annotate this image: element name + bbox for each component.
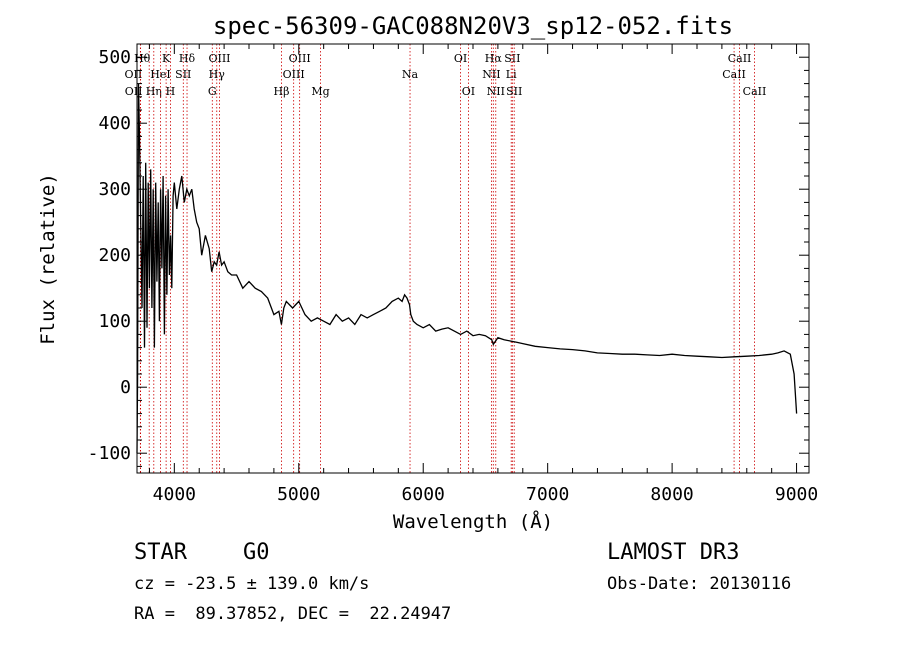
spectrum-chart: spec-56309-GAC088N20V3_sp12-052.fits OII… bbox=[37, 12, 818, 533]
line-label-19: NII bbox=[482, 68, 500, 81]
y-tick-label-400: 400 bbox=[98, 113, 131, 134]
line-label-25: CaII bbox=[722, 68, 746, 81]
line-label-12: Hβ bbox=[274, 85, 290, 98]
y-tick-label-200: 200 bbox=[98, 245, 131, 266]
observation-date: Obs-Date: 20130116 bbox=[607, 574, 792, 594]
line-label-14: OIII bbox=[289, 52, 311, 65]
redshift-velocity: cz = -23.5 ± 139.0 km/s bbox=[134, 574, 370, 594]
line-label-9: G bbox=[208, 85, 217, 98]
spectrum-line bbox=[136, 83, 798, 454]
line-label-5: K bbox=[162, 52, 171, 65]
x-tick-label-5000: 5000 bbox=[277, 484, 320, 505]
line-label-26: CaII bbox=[728, 52, 752, 65]
line-label-23: SII bbox=[504, 52, 520, 65]
line-label-0: OII bbox=[125, 68, 143, 81]
y-tick-label-500: 500 bbox=[98, 47, 131, 68]
line-label-6: H bbox=[166, 85, 176, 98]
y-tick-label-100: 100 bbox=[98, 311, 131, 332]
y-tick-label-300: 300 bbox=[98, 179, 131, 200]
line-label-13: OIII bbox=[283, 68, 305, 81]
line-label-10: Hγ bbox=[209, 68, 226, 81]
object-class: STAR bbox=[134, 540, 187, 565]
y-tick-label--100: -100 bbox=[88, 443, 131, 464]
plot-frame bbox=[136, 43, 810, 474]
line-label-11: OIII bbox=[208, 52, 230, 65]
line-label-1: OII bbox=[125, 85, 143, 98]
line-label-27: CaII bbox=[743, 85, 767, 98]
line-label-2: Hθ bbox=[134, 52, 151, 65]
coordinates: RA = 89.37852, DEC = 22.24947 bbox=[134, 604, 452, 624]
line-label-21: NII bbox=[487, 85, 505, 98]
survey-name: LAMOST DR3 bbox=[607, 540, 740, 565]
x-tick-label-9000: 9000 bbox=[775, 484, 818, 505]
line-label-4: HeI bbox=[150, 68, 170, 81]
line-label-8: Hδ bbox=[179, 52, 196, 65]
line-label-15: Mg bbox=[311, 85, 329, 98]
line-label-16: Na bbox=[402, 68, 419, 81]
x-tick-label-7000: 7000 bbox=[526, 484, 569, 505]
line-label-17: OI bbox=[454, 52, 467, 65]
x-tick-label-8000: 8000 bbox=[650, 484, 693, 505]
x-axis-label: Wavelength (Å) bbox=[393, 510, 553, 533]
line-label-24: SII bbox=[506, 85, 522, 98]
x-tick-label-4000: 4000 bbox=[153, 484, 196, 505]
x-axis: 4000 5000 6000 7000 8000 9000 bbox=[148, 44, 818, 505]
line-label-18: OI bbox=[462, 85, 475, 98]
y-axis: -100 0 100 200 300 400 500 bbox=[88, 43, 809, 467]
chart-title: spec-56309-GAC088N20V3_sp12-052.fits bbox=[213, 12, 733, 40]
y-tick-label-0: 0 bbox=[120, 377, 131, 398]
line-label-7: SII bbox=[175, 68, 191, 81]
line-label-3: Hη bbox=[146, 85, 162, 98]
line-label-20: Hα bbox=[485, 52, 503, 65]
x-tick-label-6000: 6000 bbox=[402, 484, 445, 505]
object-subclass: G0 bbox=[243, 540, 270, 565]
line-label-22: Li bbox=[506, 68, 517, 81]
y-axis-label: Flux (relative) bbox=[37, 173, 59, 345]
